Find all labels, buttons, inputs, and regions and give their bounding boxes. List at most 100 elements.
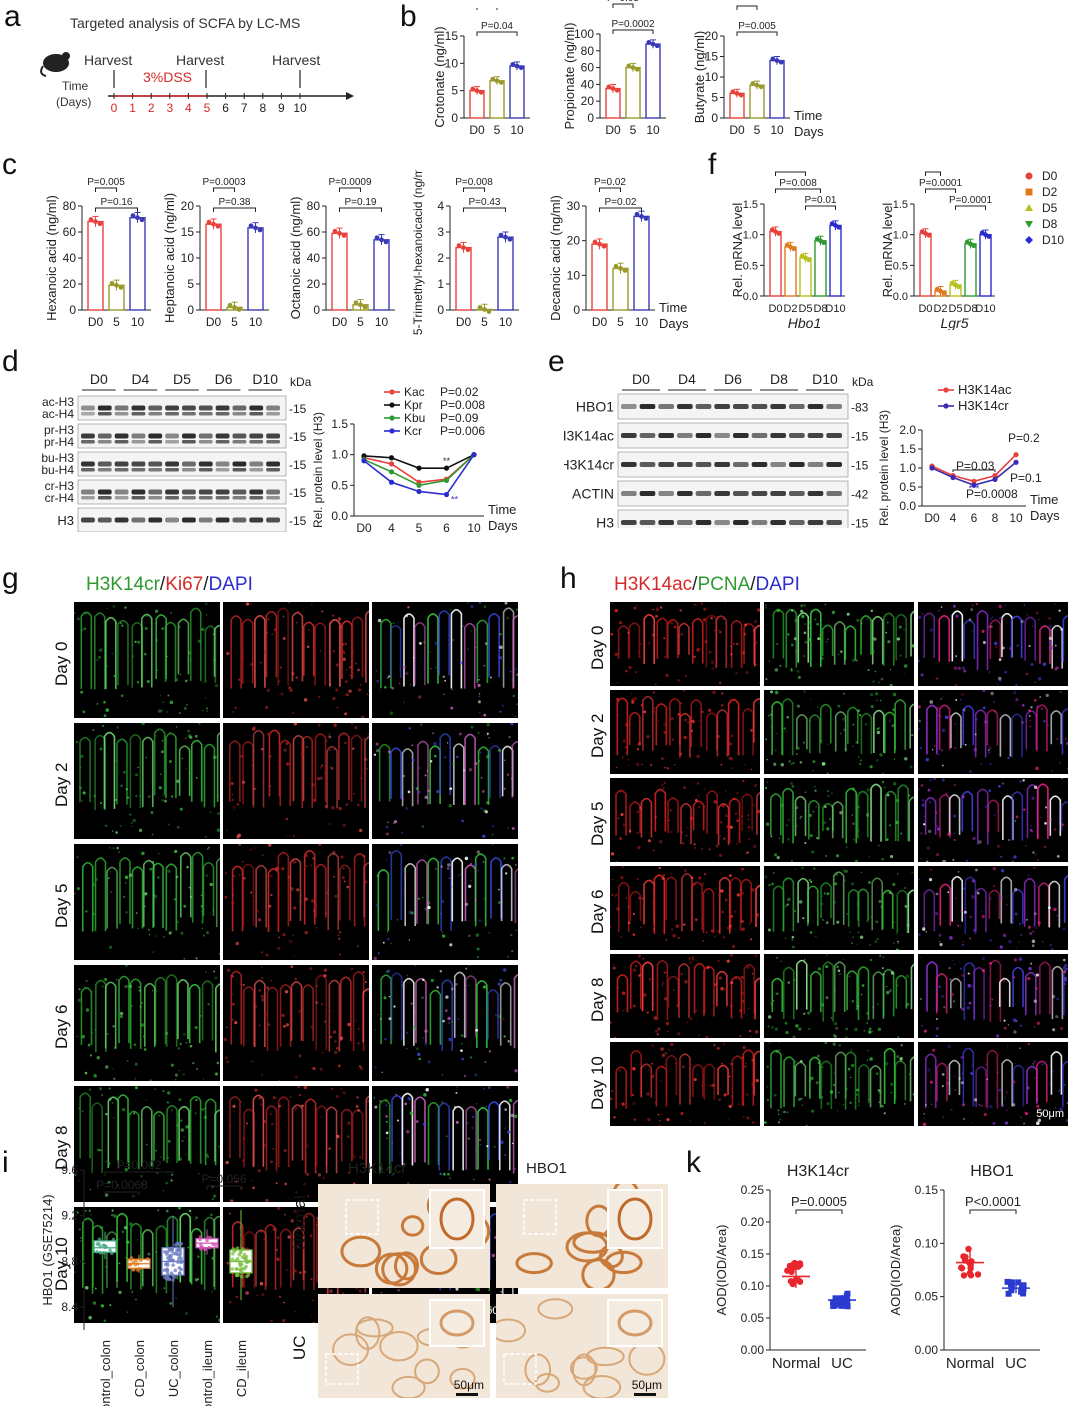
tissue-speckle bbox=[857, 756, 860, 758]
tissue-speckle bbox=[504, 1108, 507, 1111]
series-point bbox=[992, 473, 998, 479]
tissue-speckle bbox=[920, 857, 923, 860]
blot-band bbox=[266, 440, 280, 444]
tissue-speckle bbox=[479, 751, 482, 754]
y-tick-label: 40 bbox=[63, 251, 77, 265]
tissue-speckle bbox=[514, 1069, 518, 1073]
tissue-speckle bbox=[445, 995, 449, 999]
tissue-speckle bbox=[826, 641, 828, 643]
tissue-speckle bbox=[470, 862, 473, 865]
tissue-speckle bbox=[1012, 975, 1016, 979]
tissue-speckle bbox=[772, 999, 775, 1003]
tissue-speckle bbox=[857, 1005, 860, 1007]
tissue-speckle bbox=[503, 1035, 506, 1038]
tissue-speckle bbox=[879, 699, 882, 702]
tissue-speckle bbox=[484, 1061, 487, 1064]
tissue-speckle bbox=[999, 896, 1004, 900]
y-tick-label: 1.0 bbox=[893, 230, 908, 242]
tissue-speckle bbox=[183, 904, 187, 908]
micrograph-tile bbox=[372, 723, 518, 839]
blot-band bbox=[249, 489, 264, 495]
tissue-speckle bbox=[793, 909, 797, 913]
tissue-speckle bbox=[954, 747, 957, 750]
tissue-speckle bbox=[157, 852, 160, 855]
tissue-speckle bbox=[485, 983, 487, 986]
tissue-speckle bbox=[740, 919, 744, 923]
tissue-speckle bbox=[920, 673, 924, 677]
tissue-speckle bbox=[373, 753, 377, 756]
tissue-speckle bbox=[729, 914, 734, 918]
bar bbox=[247, 227, 264, 311]
tissue-speckle bbox=[405, 671, 409, 676]
blot-band bbox=[97, 433, 112, 439]
tissue-speckle bbox=[268, 904, 272, 908]
micrograph-image bbox=[373, 844, 518, 960]
blot-row-label: pr-H3 bbox=[44, 423, 74, 437]
tissue-speckle bbox=[374, 1029, 376, 1031]
tissue-speckle bbox=[955, 699, 958, 701]
tissue-speckle bbox=[688, 960, 693, 965]
tissue-speckle bbox=[893, 758, 896, 760]
tissue-speckle bbox=[703, 788, 706, 790]
tissue-speckle bbox=[841, 1012, 844, 1015]
tissue-speckle bbox=[119, 1015, 123, 1019]
tissue-crypt bbox=[429, 745, 441, 804]
data-point bbox=[498, 232, 504, 238]
tissue-speckle bbox=[788, 898, 791, 900]
tissue-speckle bbox=[773, 762, 777, 766]
tissue-speckle bbox=[883, 1112, 886, 1115]
tissue-speckle bbox=[769, 713, 773, 717]
tissue-speckle bbox=[259, 1229, 263, 1233]
tissue-speckle bbox=[799, 1060, 803, 1063]
tissue-speckle bbox=[313, 878, 317, 882]
panel-label-e: e bbox=[548, 345, 565, 378]
blot-band bbox=[751, 404, 768, 409]
tissue-speckle bbox=[204, 602, 208, 606]
tissue-speckle bbox=[493, 1145, 496, 1149]
tissue-crypt bbox=[514, 868, 518, 924]
tissue-speckle bbox=[506, 616, 510, 620]
blot-band bbox=[770, 491, 786, 496]
tissue-speckle bbox=[183, 1136, 185, 1138]
micrograph-tile bbox=[764, 690, 914, 774]
tissue-crypt bbox=[116, 1212, 128, 1282]
data-point bbox=[630, 65, 636, 70]
tissue-crypt bbox=[896, 889, 909, 934]
tissue-speckle bbox=[728, 742, 732, 746]
tissue-crypt bbox=[477, 746, 490, 805]
ihc-column-label: HBO1 bbox=[526, 1160, 567, 1177]
tissue-speckle bbox=[838, 1091, 840, 1094]
blot-band bbox=[789, 433, 805, 438]
blot-band bbox=[677, 491, 693, 496]
tissue-speckle bbox=[411, 758, 415, 762]
tissue-speckle bbox=[939, 943, 943, 947]
tissue-speckle bbox=[795, 650, 797, 653]
tissue-speckle bbox=[793, 637, 797, 641]
tissue-speckle bbox=[128, 873, 133, 877]
tissue-speckle bbox=[161, 709, 163, 712]
tissue-speckle bbox=[795, 806, 799, 809]
data-point bbox=[341, 232, 347, 238]
tissue-speckle bbox=[720, 763, 723, 766]
tissue-speckle bbox=[315, 984, 319, 988]
tissue-speckle bbox=[1037, 1098, 1040, 1101]
tissue-speckle bbox=[178, 1098, 182, 1102]
tissue-speckle bbox=[1054, 731, 1056, 734]
tissue-crypt bbox=[417, 740, 429, 805]
blot-band bbox=[165, 461, 179, 467]
tissue-speckle bbox=[235, 1295, 238, 1299]
tissue-speckle bbox=[510, 777, 513, 780]
tissue-speckle bbox=[936, 853, 940, 857]
tissue-speckle bbox=[133, 1112, 136, 1115]
tissue-speckle bbox=[245, 602, 250, 606]
tissue-speckle bbox=[896, 637, 901, 641]
tissue-speckle bbox=[303, 1086, 308, 1090]
micrograph-image bbox=[764, 781, 914, 862]
tissue-speckle bbox=[789, 781, 794, 786]
tissue-crypt bbox=[690, 699, 703, 748]
tissue-speckle bbox=[179, 807, 183, 811]
bar bbox=[979, 233, 992, 297]
tissue-speckle bbox=[344, 680, 348, 684]
data-point bbox=[461, 245, 466, 250]
tissue-crypt bbox=[975, 1066, 987, 1107]
